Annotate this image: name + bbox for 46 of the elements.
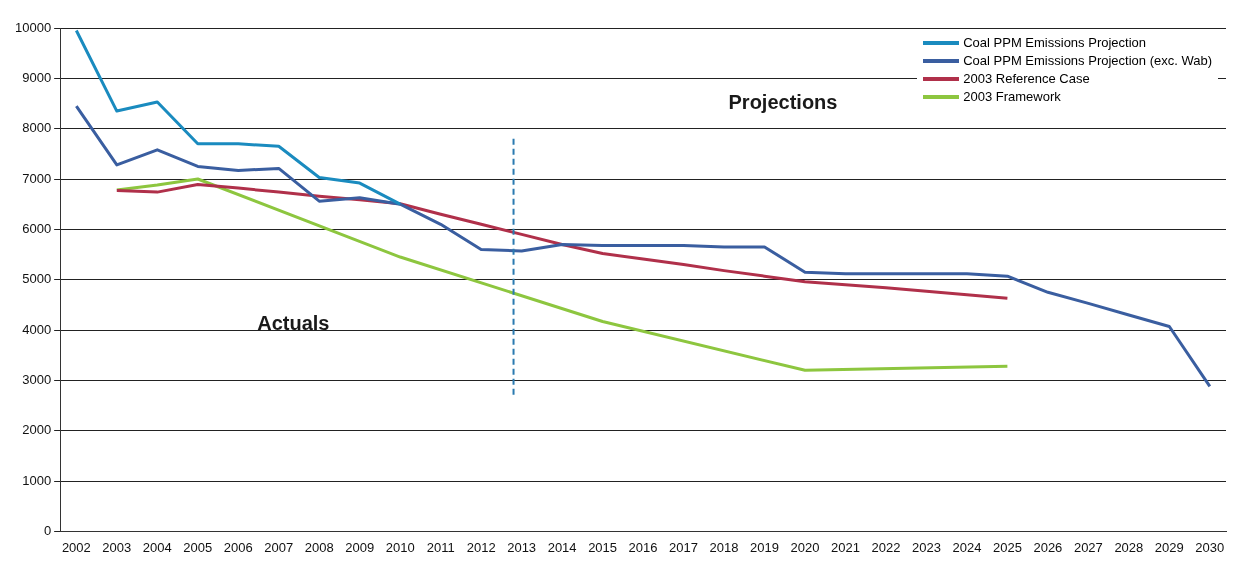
- x-tick-label: 2014: [547, 539, 577, 555]
- y-tick-label: 4000: [22, 321, 52, 337]
- x-tick-label: 2018: [709, 539, 739, 555]
- x-tick-label: 2004: [142, 539, 172, 555]
- y-tick-label: 10000: [14, 19, 52, 35]
- x-tick-label: 2027: [1073, 539, 1103, 555]
- x-tick-label: 2002: [61, 539, 91, 555]
- x-tick-label: 2008: [304, 539, 334, 555]
- y-tick-label: 6000: [22, 220, 52, 236]
- x-tick-label: 2017: [669, 539, 699, 555]
- x-tick-label: 2007: [264, 539, 294, 555]
- x-tick-label: 2023: [911, 539, 941, 555]
- x-tick-label: 2016: [628, 539, 658, 555]
- y-tick-label: 3000: [22, 371, 52, 387]
- y-tick-label: 9000: [22, 69, 52, 85]
- x-tick-label: 2015: [588, 539, 618, 555]
- x-tick-label: 2020: [790, 539, 820, 555]
- x-tick-label: 2019: [750, 539, 779, 555]
- x-tick-label: 2011: [426, 539, 455, 555]
- y-tick-label: 7000: [22, 170, 52, 186]
- x-tick-label: 2025: [992, 539, 1022, 555]
- legend-label: Coal PPM Emissions Projection (exc. Wab): [963, 53, 1212, 68]
- y-tick-label: 1000: [22, 472, 52, 488]
- x-tick-label: 2012: [466, 539, 496, 555]
- annotation: Projections: [728, 90, 838, 113]
- x-tick-label: 2026: [1033, 539, 1063, 555]
- x-tick-label: 2010: [385, 539, 415, 555]
- legend-label: 2003 Reference Case: [963, 71, 1090, 86]
- y-tick-label: 5000: [22, 271, 52, 287]
- x-tick-label: 2022: [871, 539, 901, 555]
- x-tick-label: 2029: [1154, 539, 1184, 555]
- x-tick-label: 2024: [952, 539, 982, 555]
- y-tick-label: 0: [43, 522, 52, 538]
- y-tick-label: 8000: [22, 120, 52, 136]
- x-tick-label: 2028: [1114, 539, 1144, 555]
- x-tick-label: 2005: [183, 539, 213, 555]
- x-tick-label: 2021: [831, 539, 860, 555]
- y-tick-label: 2000: [22, 422, 52, 438]
- annotation: Actuals: [257, 312, 330, 335]
- legend-label: Coal PPM Emissions Projection: [963, 35, 1147, 50]
- x-tick-label: 2030: [1195, 539, 1225, 555]
- legend-label: 2003 Framework: [963, 89, 1061, 104]
- x-tick-label: 2009: [345, 539, 375, 555]
- x-tick-label: 2006: [223, 539, 253, 555]
- x-tick-label: 2013: [507, 539, 537, 555]
- x-tick-label: 2003: [102, 539, 132, 555]
